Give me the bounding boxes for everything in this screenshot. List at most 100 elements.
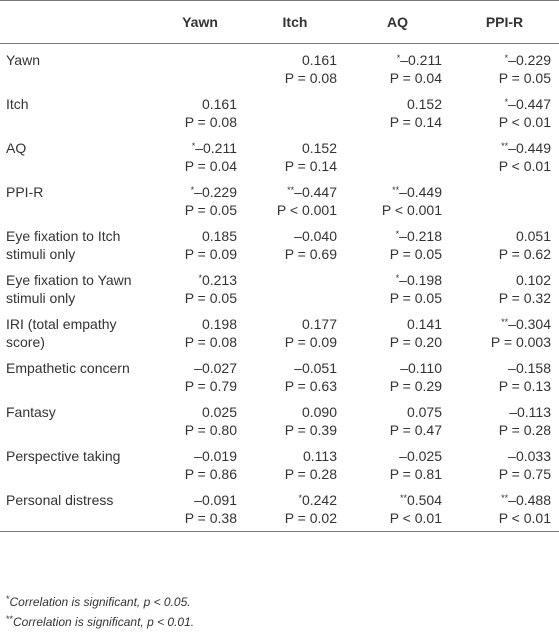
coefficient: 0.090 bbox=[301, 404, 337, 420]
significance-mark: * bbox=[395, 229, 400, 239]
footnote-text: Correlation is significant, p < 0.05. bbox=[9, 595, 191, 609]
value-cell: –0.019 P = 0.86 bbox=[155, 440, 245, 484]
value-cell: *–0.211 P = 0.04 bbox=[345, 44, 450, 89]
p-value: P = 0.81 bbox=[389, 466, 442, 482]
coefficient: 0.113 bbox=[303, 448, 337, 464]
coefficient: –0.019 bbox=[194, 448, 237, 464]
coefficient: –0.449 bbox=[508, 140, 551, 156]
value-cell bbox=[245, 264, 345, 308]
p-value: P < 0.01 bbox=[498, 510, 551, 526]
value-cell: *–0.229 P = 0.05 bbox=[155, 176, 245, 220]
value-cell: 0.075 P = 0.47 bbox=[345, 396, 450, 440]
p-value: P = 0.28 bbox=[284, 466, 337, 482]
coefficient: 0.141 bbox=[406, 316, 442, 332]
correlation: 0.161 bbox=[161, 95, 237, 113]
p-value: P = 0.05 bbox=[389, 290, 442, 306]
correlation: *–0.447 bbox=[456, 95, 551, 113]
significance-mark: * bbox=[191, 141, 196, 151]
value-cell: 0.152 P = 0.14 bbox=[245, 132, 345, 176]
correlation: *–0.229 bbox=[456, 51, 551, 69]
value-cell: *0.242 P = 0.02 bbox=[245, 484, 345, 532]
p-value: P = 0.20 bbox=[389, 334, 442, 350]
p-value: P = 0.62 bbox=[498, 246, 551, 262]
coefficient: 0.504 bbox=[406, 492, 442, 508]
table-row: Yawn 0.161 P = 0.08 *–0.211 P = 0.04 *–0.229 P… bbox=[0, 44, 559, 89]
value-cell: 0.141 P = 0.20 bbox=[345, 308, 450, 352]
coefficient: 0.198 bbox=[201, 316, 237, 332]
coefficient: –0.025 bbox=[399, 448, 442, 464]
footnote: *Correlation is significant, p < 0.05. bbox=[6, 592, 194, 612]
significance-mark: * bbox=[504, 97, 509, 107]
coefficient: –0.488 bbox=[508, 492, 551, 508]
p-value: P = 0.05 bbox=[389, 246, 442, 262]
p-value: P = 0.69 bbox=[284, 246, 337, 262]
coefficient: –0.051 bbox=[294, 360, 337, 376]
table-row: IRI (total empathy score) 0.198 P = 0.08 0.… bbox=[0, 308, 559, 352]
row-label: IRI (total empathy score) bbox=[6, 316, 117, 350]
coefficient: 0.152 bbox=[301, 140, 337, 156]
coefficient: –0.211 bbox=[195, 140, 237, 156]
footnote-text: Correlation is significant, p < 0.01. bbox=[13, 615, 195, 629]
value-cell: *–0.211 P = 0.04 bbox=[155, 132, 245, 176]
coefficient: –0.304 bbox=[508, 316, 551, 332]
coefficient: –0.110 bbox=[400, 360, 442, 376]
coefficient: 0.213 bbox=[201, 272, 237, 288]
row-label: Empathetic concern bbox=[6, 360, 130, 376]
value-cell: 0.051 P = 0.62 bbox=[450, 220, 559, 264]
correlation: 0.198 bbox=[161, 315, 237, 333]
p-value: P = 0.14 bbox=[389, 114, 442, 130]
value-cell bbox=[345, 132, 450, 176]
correlation-table: Yawn Itch AQ PPI-R Yawn 0.161 P = 0.08 *–0.211… bbox=[0, 0, 559, 532]
value-cell: *–0.447 P < 0.01 bbox=[450, 88, 559, 132]
coefficient: –0.229 bbox=[508, 52, 551, 68]
p-value: P = 0.003 bbox=[490, 334, 551, 350]
correlation: 0.051 bbox=[456, 227, 551, 245]
correlation: 0.152 bbox=[251, 139, 337, 157]
value-cell: –0.091 P = 0.38 bbox=[155, 484, 245, 532]
column-header: PPI-R bbox=[450, 0, 559, 44]
value-cell: **–0.449 P < 0.01 bbox=[450, 132, 559, 176]
value-cell: –0.051 P = 0.63 bbox=[245, 352, 345, 396]
correlation: 0.102 bbox=[456, 271, 551, 289]
correlation: –0.051 bbox=[251, 359, 337, 377]
coefficient: –0.033 bbox=[508, 448, 551, 464]
correlation: *–0.211 bbox=[161, 139, 237, 157]
coefficient: 0.075 bbox=[406, 404, 442, 420]
row-label: Itch bbox=[6, 96, 29, 112]
footnote-mark: * bbox=[6, 594, 10, 604]
correlation: –0.158 bbox=[456, 359, 551, 377]
significance-mark: ** bbox=[501, 493, 509, 503]
header-row: Yawn Itch AQ PPI-R bbox=[0, 0, 559, 44]
correlation: *0.213 bbox=[161, 271, 237, 289]
value-cell bbox=[450, 176, 559, 220]
p-value: P < 0.01 bbox=[498, 158, 551, 174]
value-cell: –0.025 P = 0.81 bbox=[345, 440, 450, 484]
row-label: AQ bbox=[6, 140, 27, 156]
p-value: P = 0.75 bbox=[498, 466, 551, 482]
p-value: P = 0.02 bbox=[284, 510, 337, 526]
p-value: P = 0.79 bbox=[184, 378, 237, 394]
correlation: –0.113 bbox=[456, 403, 551, 421]
p-value: P = 0.29 bbox=[389, 378, 442, 394]
p-value: P = 0.38 bbox=[184, 510, 237, 526]
coefficient: 0.051 bbox=[515, 228, 551, 244]
significance-mark: * bbox=[298, 493, 302, 503]
coefficient: 0.152 bbox=[406, 96, 442, 112]
value-cell: *0.213 P = 0.05 bbox=[155, 264, 245, 308]
coefficient: –0.447 bbox=[508, 96, 551, 112]
footnotes: *Correlation is significant, p < 0.05. **… bbox=[6, 592, 194, 632]
coefficient: –0.218 bbox=[399, 228, 442, 244]
significance-mark: * bbox=[190, 185, 195, 195]
correlation: –0.025 bbox=[351, 447, 442, 465]
correlation: –0.027 bbox=[161, 359, 237, 377]
table-row: Fantasy 0.025 P = 0.80 0.090 P = 0.39 0.075 P … bbox=[0, 396, 559, 440]
correlation: *–0.211 bbox=[351, 51, 442, 69]
correlation: 0.185 bbox=[161, 227, 237, 245]
footnote: **Correlation is significant, p < 0.01. bbox=[6, 612, 194, 632]
corner-cell bbox=[0, 0, 155, 44]
coefficient: 0.177 bbox=[301, 316, 337, 332]
value-cell: 0.113 P = 0.28 bbox=[245, 440, 345, 484]
value-cell: –0.027 P = 0.79 bbox=[155, 352, 245, 396]
value-cell: 0.090 P = 0.39 bbox=[245, 396, 345, 440]
